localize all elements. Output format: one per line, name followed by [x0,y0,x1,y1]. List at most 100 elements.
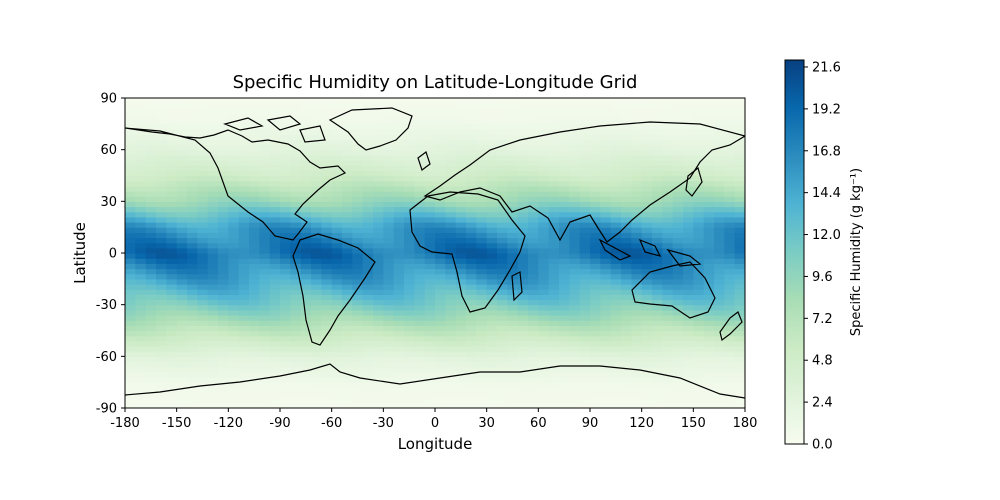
heatmap-cell [590,325,601,332]
heatmap-cell [352,299,364,306]
heatmap-cell [486,160,498,166]
heatmap-cell [311,160,322,166]
heatmap-cell [548,139,560,146]
heatmap-cell [559,123,570,130]
heatmap-cell [269,284,281,290]
heatmap-cell [404,304,415,311]
heatmap-cell [455,278,467,285]
heatmap-cell [228,397,240,404]
heatmap-cell [600,315,612,321]
heatmap-cell [528,387,539,394]
heatmap-cell [207,294,219,301]
heatmap-cell [135,320,147,326]
heatmap-cell [187,129,198,135]
heatmap-cell [538,387,550,394]
heatmap-cell [455,320,467,326]
heatmap-cell [290,278,302,285]
heatmap-cell [600,320,612,326]
heatmap-cell [497,340,508,347]
heatmap-cell [404,175,415,182]
heatmap-cell [414,201,426,208]
heatmap-cell [652,211,663,218]
heatmap-cell [300,247,312,254]
heatmap-cell [497,216,508,223]
heatmap-cell [218,149,229,156]
heatmap-cell [466,211,477,218]
heatmap-cell [393,371,405,378]
heatmap-cell [579,397,591,404]
heatmap-cell [559,108,570,115]
heatmap-cell [311,216,322,223]
heatmap-cell [734,253,745,259]
heatmap-cell [548,216,560,223]
heatmap-cell [559,402,570,408]
heatmap-cell [734,346,745,352]
heatmap-cell [280,98,291,104]
heatmap-cell [331,206,343,213]
heatmap-cell [197,191,209,197]
heatmap-cell [352,227,364,233]
heatmap-cell [476,356,488,363]
heatmap-cell [290,382,302,388]
heatmap-cell [424,263,436,270]
heatmap-cell [466,175,477,182]
heatmap-cell [559,351,570,357]
heatmap-cell [652,371,663,378]
heatmap-cell [373,134,384,140]
heatmap-cell [641,170,653,177]
heatmap-cell [445,304,457,311]
heatmap-cell [455,98,467,104]
heatmap-cell [125,340,136,347]
heatmap-cell [331,361,343,368]
heatmap-cell [600,191,612,197]
heatmap-cell [352,330,364,337]
heatmap-cell [269,144,281,151]
heatmap-cell [528,206,539,213]
heatmap-cell [424,129,436,135]
heatmap-cell [466,397,477,404]
heatmap-cell [290,387,302,394]
heatmap-cell [548,258,560,264]
heatmap-cell [207,216,219,223]
heatmap-cell [662,299,674,306]
heatmap-cell [207,340,219,347]
heatmap-cell [207,206,219,213]
heatmap-cell [435,387,446,394]
heatmap-cell [724,165,736,171]
heatmap-cell [166,237,178,244]
heatmap-cell [300,211,312,218]
heatmap-cell [631,232,643,239]
heatmap-cell [590,330,601,337]
heatmap-cell [517,392,529,399]
heatmap-cell [352,139,364,146]
heatmap-cell [693,113,705,120]
heatmap-cell [631,315,643,321]
heatmap-cell [528,216,539,223]
heatmap-cell [259,227,271,233]
heatmap-cell [187,377,198,383]
heatmap-cell [197,325,209,332]
heatmap-cell [548,180,560,187]
heatmap-cell [228,402,240,408]
heatmap-cell [331,289,343,295]
heatmap-cell [683,325,694,332]
heatmap-cell [569,253,581,259]
heatmap-cell [569,144,581,151]
heatmap-cell [517,185,529,192]
heatmap-cell [383,263,395,270]
heatmap-cell [373,397,384,404]
heatmap-cell [331,397,343,404]
heatmap-cell [693,366,705,373]
heatmap-cell [486,335,498,342]
heatmap-cell [734,222,745,228]
heatmap-cell [476,237,488,244]
heatmap-cell [476,206,488,213]
heatmap-cell [125,377,136,383]
heatmap-cell [579,185,591,192]
heatmap-cell [176,201,188,208]
heatmap-cell [435,304,446,311]
heatmap-cell [714,149,725,156]
heatmap-cell [331,402,343,408]
heatmap-cell [331,149,343,156]
heatmap-cell [621,351,632,357]
